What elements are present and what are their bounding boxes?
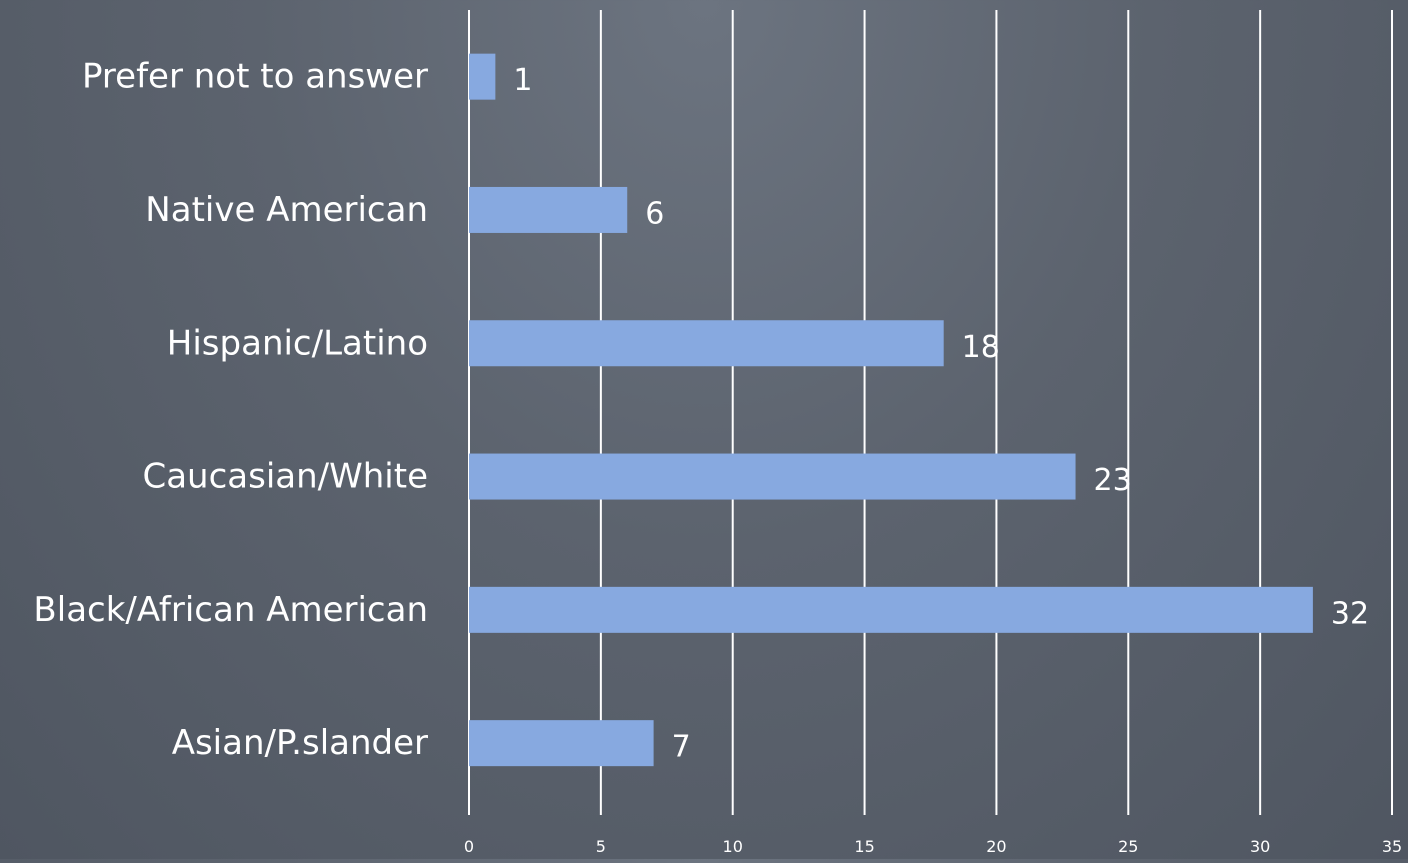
category-label: Caucasian/White: [142, 457, 428, 497]
x-tick-label: 20: [986, 837, 1006, 856]
category-label: Hispanic/Latino: [167, 323, 428, 363]
category-label: Prefer not to answer: [82, 57, 428, 97]
x-tick-label: 5: [596, 837, 606, 856]
bar: [469, 720, 654, 767]
bar: [469, 186, 628, 233]
category-label: Native American: [145, 190, 428, 230]
x-tick-label: 10: [723, 837, 743, 856]
data-label: 32: [1331, 596, 1369, 631]
category-labels: Prefer not to answer Native American Hispa…: [33, 57, 428, 764]
data-label: 23: [1094, 463, 1132, 498]
data-labels: 1 6 18 23 32 7: [513, 63, 1369, 765]
x-axis-tick-labels: 0 5 10 15 20 25 30 35: [464, 837, 1402, 856]
bar: [469, 320, 944, 367]
bar: [469, 53, 496, 100]
bar: [469, 586, 1313, 633]
x-tick-label: 25: [1118, 837, 1138, 856]
x-tick-label: 35: [1382, 837, 1402, 856]
category-label: Asian/P.slander: [172, 723, 428, 763]
category-label: Black/African American: [33, 590, 428, 630]
gridlines: [468, 10, 1393, 815]
x-tick-label: 0: [464, 837, 474, 856]
data-label: 1: [513, 63, 532, 98]
x-tick-label: 30: [1250, 837, 1270, 856]
data-label: 6: [645, 196, 664, 231]
data-label: 7: [672, 730, 691, 765]
data-label: 18: [962, 330, 1000, 365]
bar: [469, 453, 1076, 500]
x-tick-label: 15: [854, 837, 874, 856]
bars: [469, 53, 1313, 767]
